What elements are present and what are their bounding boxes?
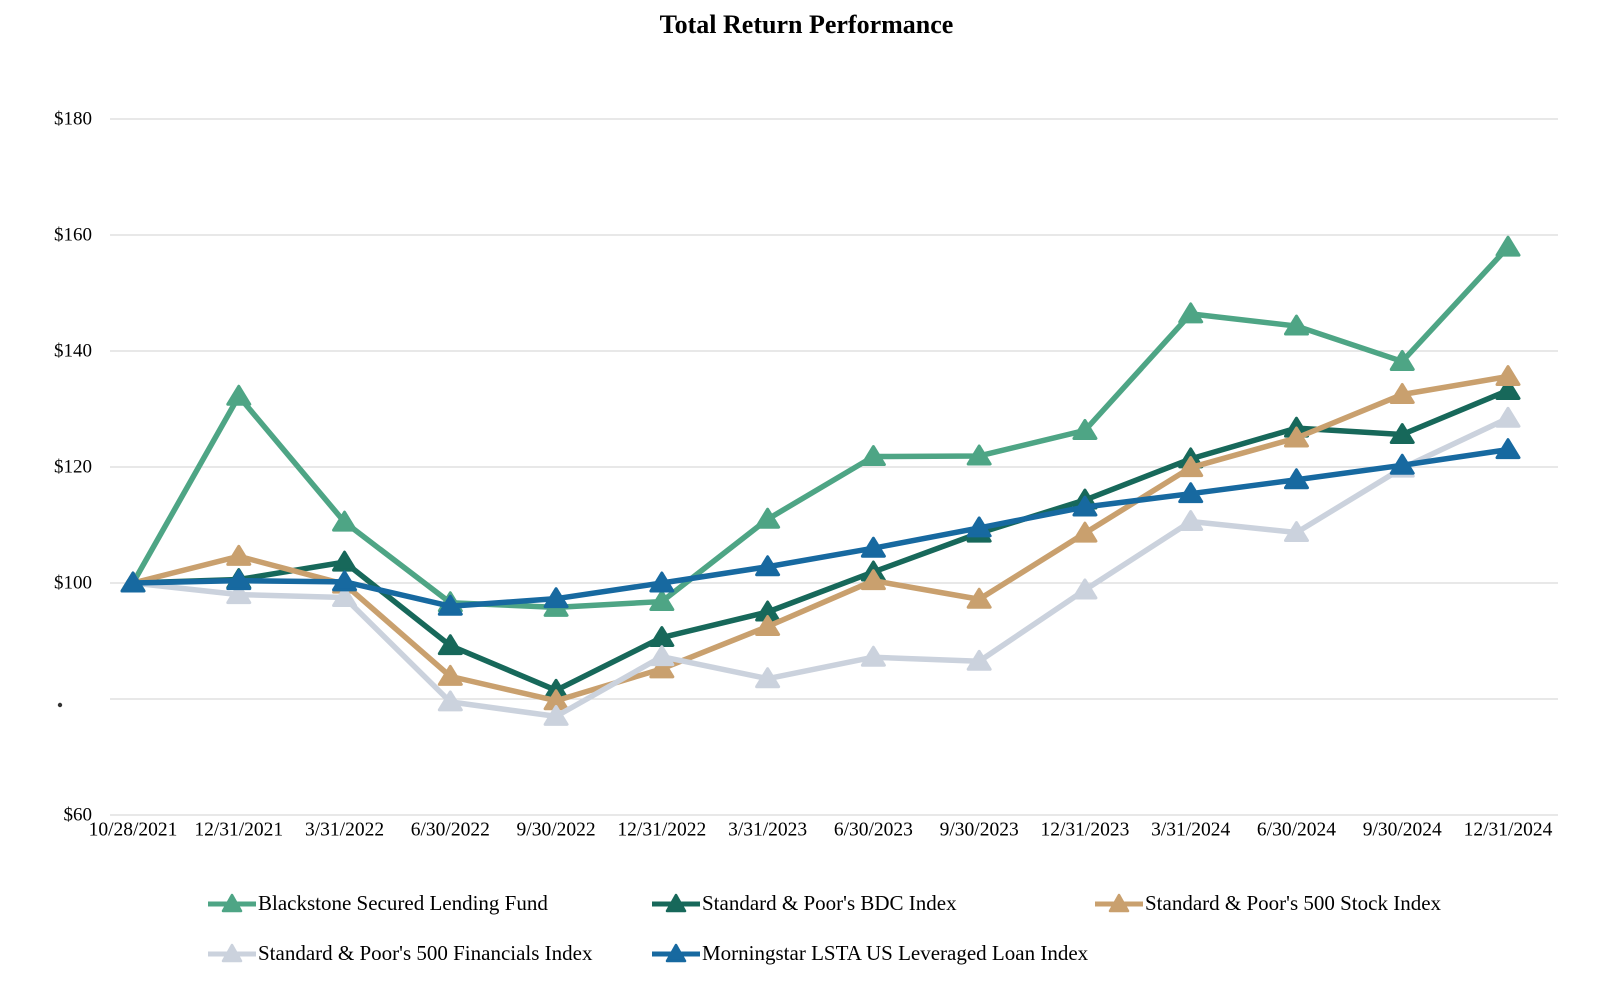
marker-triangle-s3-p11 <box>1283 521 1309 543</box>
marker-triangle-s1-p13 <box>1495 378 1521 400</box>
legend-label-0: Blackstone Secured Lending Fund <box>258 890 548 915</box>
marker-triangle-s4-p6 <box>755 555 781 577</box>
chart-title: Total Return Performance <box>659 10 954 39</box>
x-tick-label-11: 6/30/2024 <box>1257 820 1336 841</box>
x-tick-label-3: 6/30/2022 <box>411 820 490 841</box>
marker-triangle-s2-p3 <box>437 664 463 686</box>
series-line-2 <box>130 373 1511 704</box>
x-tick-label-12: 9/30/2024 <box>1363 820 1442 841</box>
marker-triangle-s2-p13 <box>1495 365 1521 387</box>
y-tick-label-160: $160 <box>54 225 92 246</box>
marker-triangle-s3-p7 <box>860 645 886 667</box>
marker-triangle-s3-p2 <box>332 586 358 607</box>
marker-triangle-s4-p4 <box>543 587 569 609</box>
marker-triangle-s2-p10 <box>1178 456 1204 478</box>
marker-triangle-s4-p1 <box>226 569 252 591</box>
marker-triangle-s3-p8 <box>966 649 992 671</box>
marker-triangle-s2-p7 <box>860 569 886 591</box>
x-tick-label-2: 3/31/2022 <box>305 820 384 841</box>
marker-triangle-s2-p9 <box>1072 521 1098 543</box>
legend-marker-icon <box>1095 893 1143 913</box>
x-tick-label-8: 9/30/2023 <box>940 820 1019 841</box>
x-tick-label-13: 12/31/2024 <box>1464 820 1553 841</box>
marker-triangle-s4-p2 <box>332 570 358 592</box>
marker-triangle-s4-p0 <box>120 571 146 593</box>
x-tick-label-6: 3/31/2023 <box>728 820 807 841</box>
marker-triangle-s0-p7 <box>860 445 886 467</box>
marker-triangle-s0-p6 <box>755 507 781 529</box>
x-tick-label-4: 9/30/2022 <box>517 820 596 841</box>
y-tick-label-180: $180 <box>54 109 92 130</box>
series-line-0 <box>130 244 1511 611</box>
marker-triangle-s3-p1 <box>226 583 252 605</box>
marker-triangle-s0-p10 <box>1178 302 1204 324</box>
legend-marker-icon <box>208 943 256 963</box>
marker-triangle-s4-p13 <box>1495 438 1521 460</box>
legend-label-2: Standard & Poor's 500 Stock Index <box>1145 890 1442 915</box>
x-tick-label-10: 3/31/2024 <box>1151 820 1230 841</box>
marker-triangle-s3-p5 <box>649 645 675 667</box>
legend-item-2: Standard & Poor's 500 Stock Index <box>1095 888 1441 918</box>
marker-triangle-s2-p8 <box>966 587 992 609</box>
marker-triangle-s0-p2 <box>332 510 358 532</box>
marker-triangle-s2-p5 <box>649 657 675 679</box>
marker-triangle-s0-p5 <box>649 590 675 612</box>
marker-triangle-s1-p2 <box>332 550 358 572</box>
x-tick-label-7: 6/30/2023 <box>834 820 913 841</box>
marker-triangle-s4-p7 <box>860 536 886 558</box>
marker-triangle-s4-p9 <box>1072 495 1098 517</box>
marker-triangle-s3-p4 <box>543 704 569 726</box>
legend-marker-icon <box>208 893 256 913</box>
marker-triangle-s0-p11 <box>1283 314 1309 336</box>
marker-triangle-s2-p6 <box>755 615 781 636</box>
marker-triangle-s4-p8 <box>966 516 992 538</box>
marker-triangle-s1-p3 <box>437 634 463 656</box>
marker-triangle-s2-p12 <box>1389 383 1415 404</box>
legend-label-4: Morningstar LSTA US Leveraged Loan Index <box>702 940 1089 965</box>
legend-label-3: Standard & Poor's 500 Financials Index <box>258 940 593 965</box>
y-tick-label-100: $100 <box>54 573 92 594</box>
legend-label-1: Standard & Poor's BDC Index <box>702 890 957 915</box>
x-tick-label-0: 10/28/2021 <box>89 820 178 841</box>
marker-triangle-s4-p5 <box>649 571 675 593</box>
legend-item-4: Morningstar LSTA US Leveraged Loan Index <box>652 938 1088 968</box>
marker-triangle-s0-p9 <box>1072 418 1098 440</box>
series-line-3 <box>130 415 1511 720</box>
marker-triangle-s0-p8 <box>966 444 992 466</box>
marker-triangle-s4-p10 <box>1178 482 1204 504</box>
x-tick-label-1: 12/31/2021 <box>194 820 283 841</box>
series-line-1 <box>130 387 1511 694</box>
legend-marker-icon <box>652 893 700 913</box>
x-tick-label-5: 12/31/2022 <box>617 820 706 841</box>
marker-triangle-s0-p1 <box>226 384 252 406</box>
series-line-4 <box>130 446 1511 609</box>
marker-triangle-s4-p11 <box>1283 468 1309 490</box>
marker-triangle-s2-p1 <box>226 544 252 566</box>
x-tick-label-9: 12/31/2023 <box>1041 820 1130 841</box>
marker-triangle-s0-p13 <box>1495 235 1521 257</box>
legend-item-0: Blackstone Secured Lending Fund <box>208 888 548 918</box>
marker-triangle-s3-p10 <box>1178 510 1204 532</box>
legend-item-1: Standard & Poor's BDC Index <box>652 888 957 918</box>
y-tick-dot-80 <box>57 702 63 708</box>
marker-triangle-s3-p3 <box>437 690 463 712</box>
y-tick-label-120: $120 <box>54 457 92 478</box>
legend-marker-icon <box>652 943 700 963</box>
y-tick-label-140: $140 <box>54 341 92 362</box>
marker-triangle-s4-p3 <box>437 594 463 616</box>
y-tick-label-60: $60 <box>64 805 93 826</box>
marker-triangle-s4-p12 <box>1389 453 1415 475</box>
marker-triangle-s3-p6 <box>755 667 781 689</box>
marker-triangle-s3-p9 <box>1072 578 1098 600</box>
legend-item-3: Standard & Poor's 500 Financials Index <box>208 938 593 968</box>
marker-triangle-s3-p13 <box>1495 406 1521 428</box>
marker-triangle-s0-p12 <box>1389 349 1415 371</box>
marker-triangle-s1-p12 <box>1389 423 1415 445</box>
marker-triangle-s2-p11 <box>1283 426 1309 448</box>
